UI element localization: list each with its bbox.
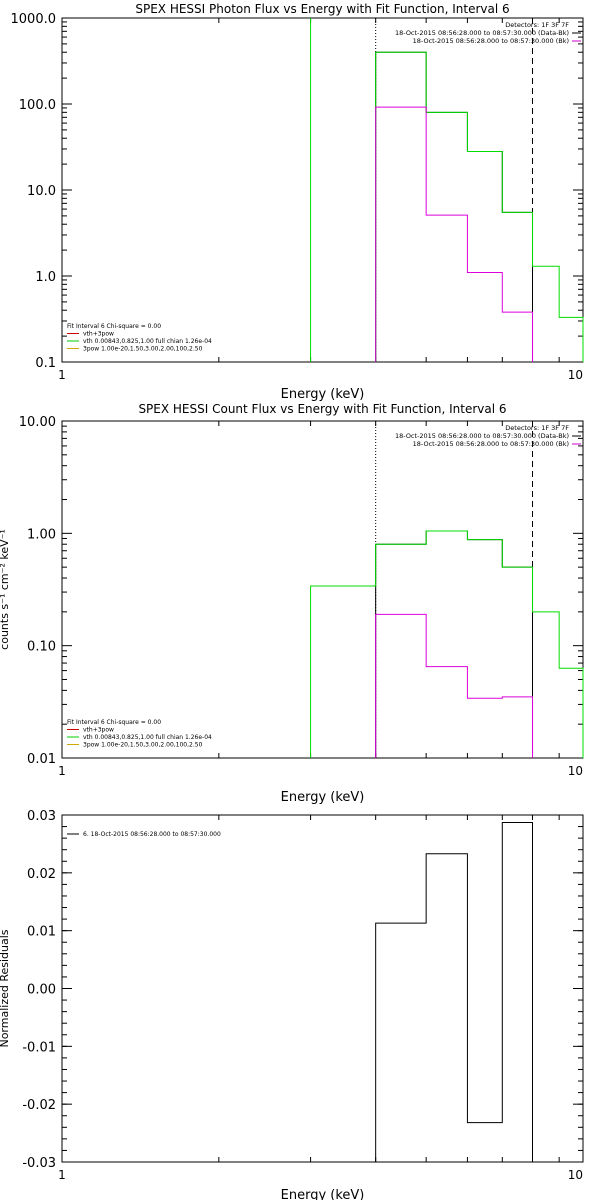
- y-tick-label: 0.1: [35, 356, 56, 371]
- info-line: Detectors: 1F 3F 7F: [505, 21, 569, 29]
- legend-entry: vth+3pow: [83, 727, 114, 734]
- legend-entry: vth 0.00843,0.825,1.00 full chian 1.26e-…: [83, 734, 212, 741]
- y-tick-label: 1.00: [27, 527, 56, 542]
- legend-entry: Fit Interval 6 Chi-square = 0.00: [67, 719, 161, 726]
- legend-entry: Fit Interval 6 Chi-square = 0.00: [67, 323, 161, 330]
- legend-entry: vth 0.00843,0.825,1.00 full chian 1.26e-…: [83, 338, 212, 345]
- x-tick-label: 1: [58, 1168, 66, 1182]
- info-line: 18-Oct-2015 08:56:28.000 to 08:57:30.000…: [395, 29, 569, 37]
- x-tick-label: 10: [568, 764, 583, 778]
- legend-entry: 3pow 1.00e-20,1.50,3.00,2.00,100,2.50: [83, 742, 203, 749]
- info-line: 18-Oct-2015 08:56:28.000 to 08:57:30.000…: [395, 432, 569, 440]
- y-tick-label: 0.03: [27, 809, 56, 824]
- x-tick-label: 1: [58, 368, 66, 382]
- chart-title: SPEX HESSI Photon Flux vs Energy with Fi…: [135, 2, 509, 16]
- y-axis-label: Normalized Residuals: [0, 929, 11, 1047]
- y-tick-label: -0.02: [22, 1098, 56, 1113]
- x-tick-label: 10: [568, 368, 583, 382]
- y-tick-label: 0.10: [27, 640, 56, 655]
- y-axis-label: counts s⁻¹ cm⁻² keV⁻¹: [0, 529, 11, 650]
- y-tick-label: 0.02: [27, 867, 56, 882]
- y-tick-label: 1000.0: [11, 12, 57, 27]
- y-tick-label: 10.00: [19, 415, 56, 430]
- series-3-steps: [375, 613, 534, 758]
- series-3-steps: [375, 106, 534, 362]
- x-axis-label: Energy (keV): [281, 387, 365, 402]
- panel-1: SPEX HESSI Photon Flux vs Energy with Fi…: [11, 2, 584, 402]
- y-tick-label: -0.03: [22, 1156, 56, 1171]
- legend-entry: 3pow 1.00e-20,1.50,3.00,2.00,100,2.50: [83, 346, 203, 353]
- plot-frame: [61, 420, 584, 759]
- y-tick-label: 0.01: [27, 925, 56, 940]
- series-2-steps: [310, 530, 584, 758]
- info-line: 18-Oct-2015 08:56:28.000 to 08:57:30.000…: [413, 440, 569, 448]
- info-line: 18-Oct-2015 08:56:28.000 to 08:57:30.000…: [413, 37, 569, 45]
- series-2-steps: [375, 51, 584, 362]
- legend-entry: 6. 18-Oct-2015 08:56:28.000 to 08:57:30.…: [83, 831, 221, 838]
- chart-title: SPEX HESSI Count Flux vs Energy with Fit…: [138, 402, 506, 416]
- panel-3: 1 10 Energy (keV) -0.03 -0.02 -0.01 0.00 0.01 0.…: [0, 809, 584, 1200]
- x-tick-label: 1: [58, 764, 66, 778]
- series-1-steps: [375, 822, 534, 1162]
- y-tick-label: 1.0: [35, 270, 56, 285]
- y-tick-label: 10.0: [27, 184, 56, 199]
- y-tick-label: 100.0: [19, 98, 56, 113]
- legend-entry: vth+3pow: [83, 331, 114, 338]
- x-axis-label: Energy (keV): [281, 1188, 365, 1200]
- x-tick-label: 10: [568, 1168, 583, 1182]
- panel-2: SPEX HESSI Count Flux vs Energy with Fit…: [0, 402, 584, 805]
- y-tick-label: 0.00: [27, 983, 56, 998]
- y-tick-label: 0.01: [27, 752, 56, 767]
- y-tick-label: -0.01: [22, 1040, 56, 1055]
- x-axis-label: Energy (keV): [281, 790, 365, 805]
- info-line: Detectors: 1F 3F 7F: [505, 424, 569, 432]
